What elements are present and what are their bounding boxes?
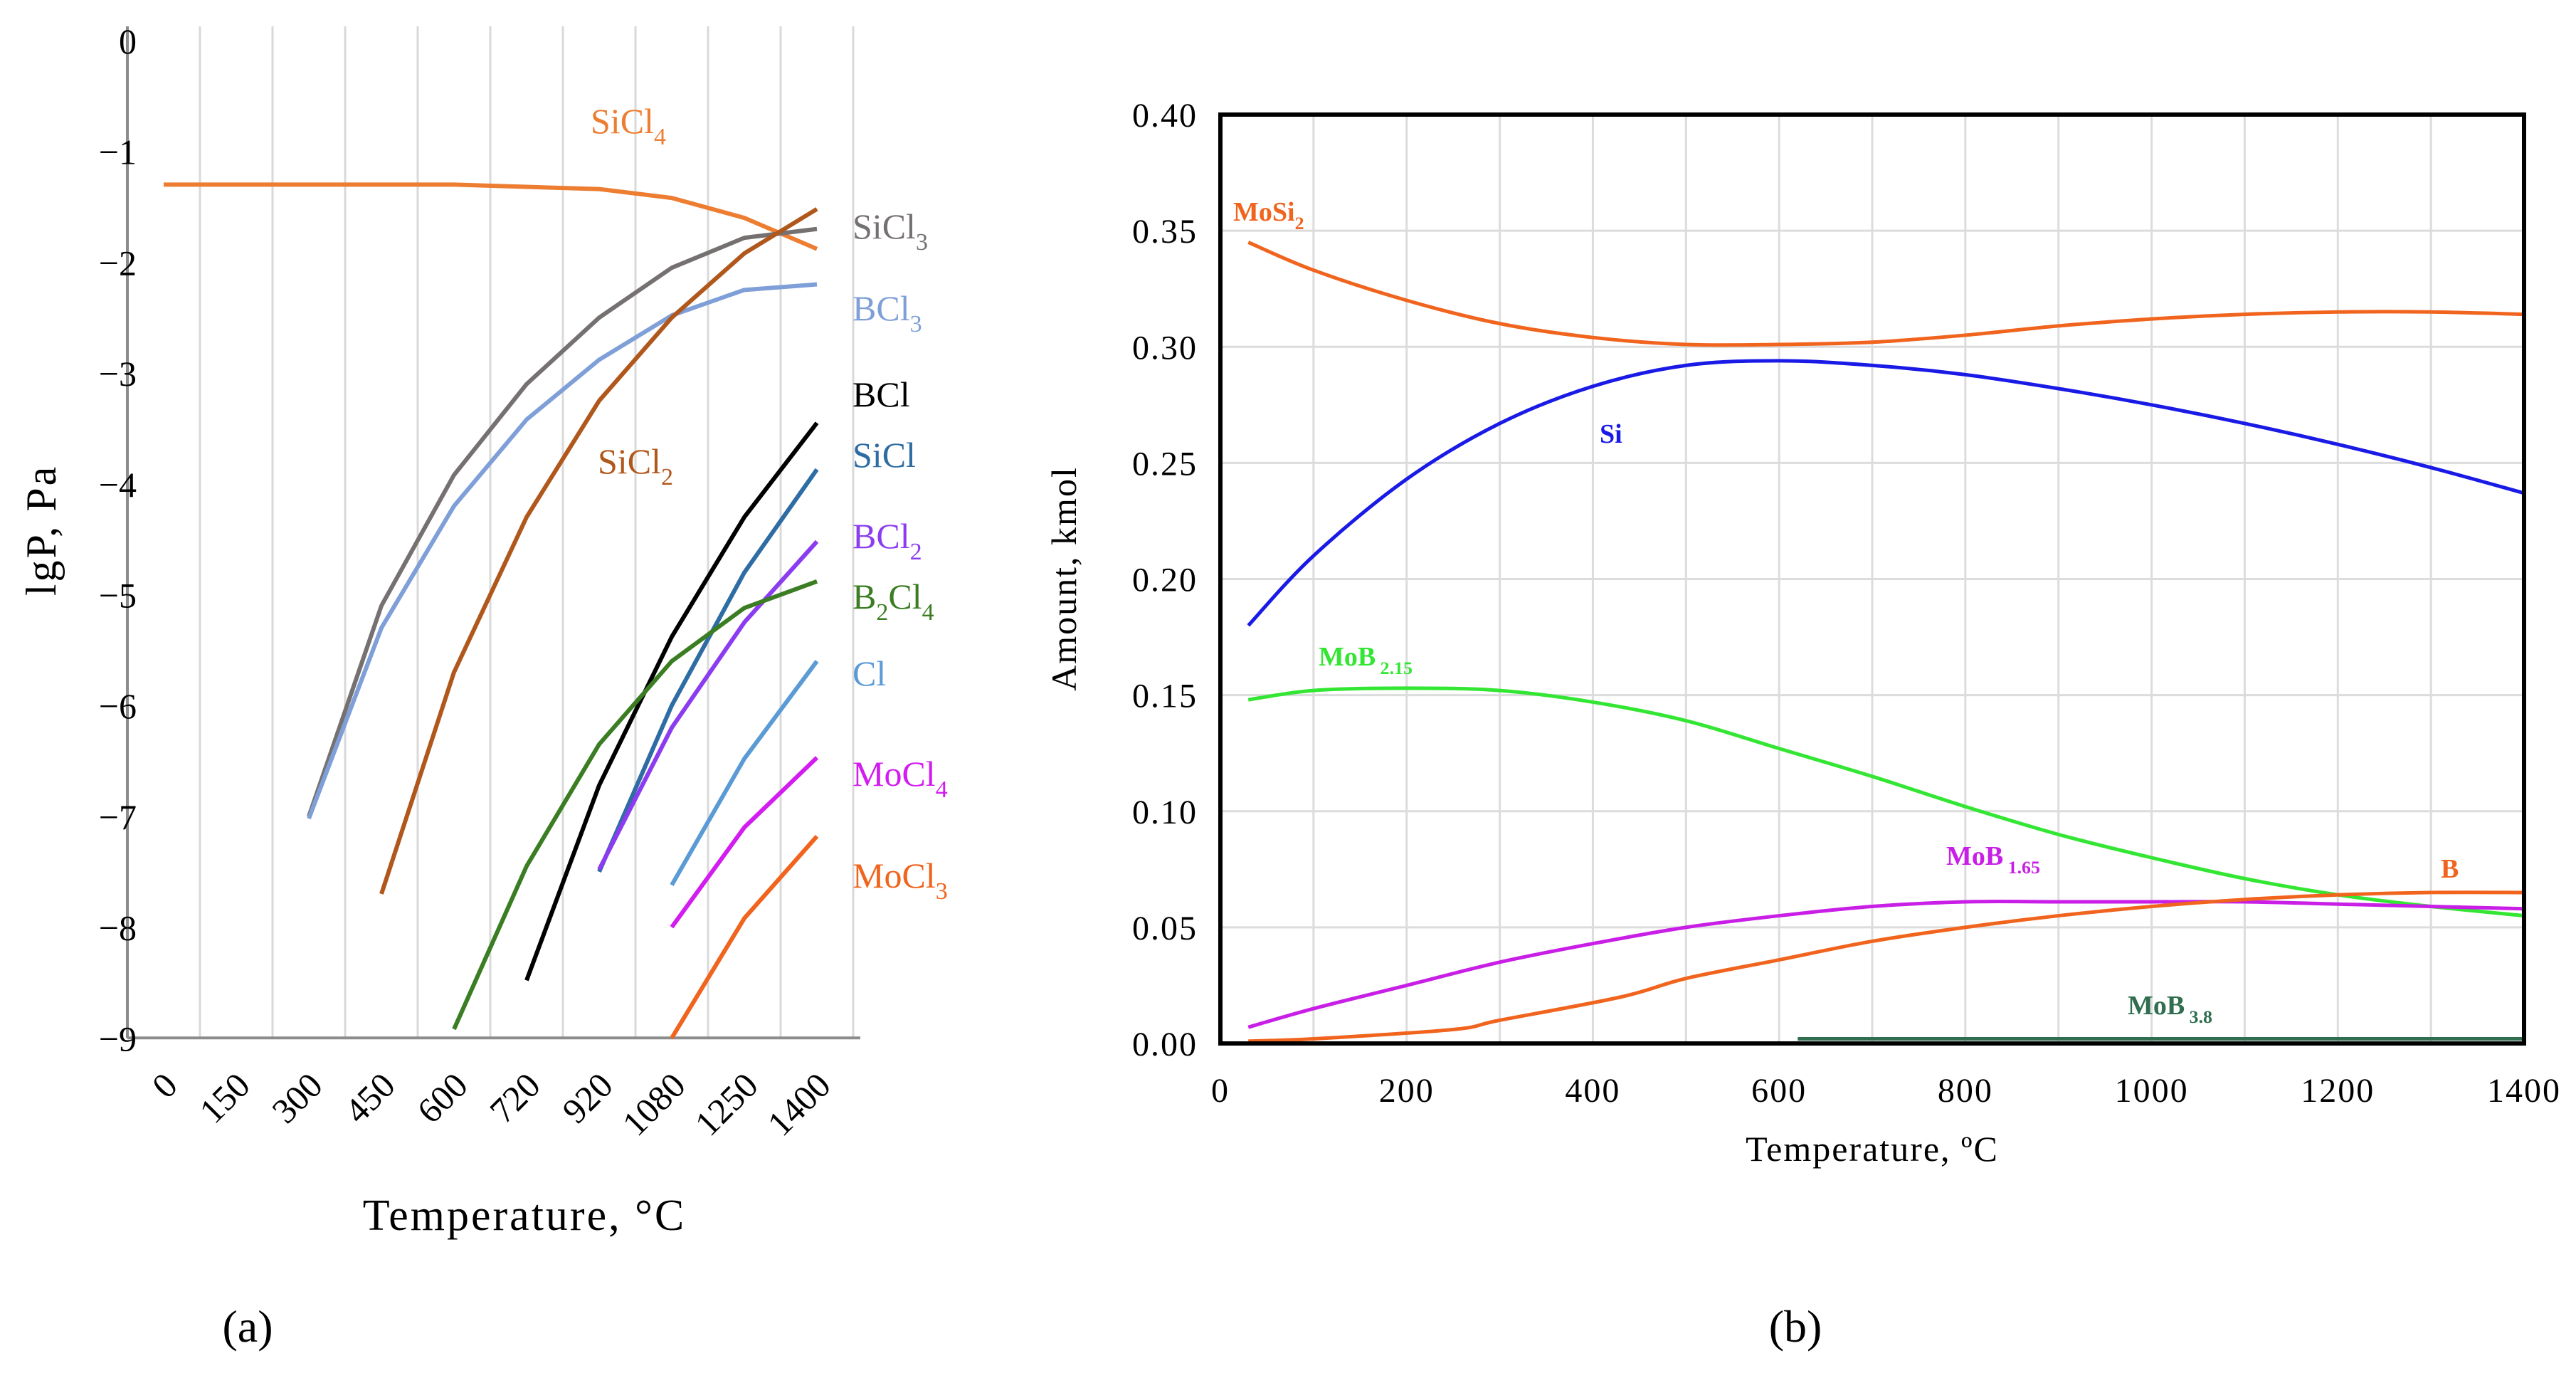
series-line-mob1-65 xyxy=(1247,900,2525,1029)
series-line-b2cl4 xyxy=(452,579,818,1031)
series-label-bcl: BCl xyxy=(852,374,910,414)
series-line-sicl3 xyxy=(307,226,818,817)
series-line-cl xyxy=(670,660,819,886)
series-label-mocl3: MoCl3 xyxy=(852,856,948,905)
chart-a-y-axis-title: lgP, Pa xyxy=(18,465,65,596)
chart-a-grid xyxy=(126,26,855,1038)
series-label-sicl: SiCl xyxy=(852,435,916,475)
series-line-mocl3 xyxy=(670,834,819,1039)
chart-a-y-tick-label: −2 xyxy=(99,243,137,283)
chart-b-y-tick-label: 0.00 xyxy=(1132,1026,1198,1063)
chart-a-y-tick-label: 0 xyxy=(119,21,137,61)
series-line-b xyxy=(1248,890,2525,1043)
chart-a-axes xyxy=(126,26,860,1040)
series-line-si xyxy=(1247,359,2525,627)
series-label-sicl3: SiCl3 xyxy=(852,206,928,256)
series-label-b: B xyxy=(2441,854,2459,884)
chart-b-x-tick-label: 200 xyxy=(1379,1072,1435,1110)
series-label-sicl4: SiCl4 xyxy=(591,101,666,150)
chart-a-y-tick-label: −1 xyxy=(99,132,137,172)
chart-a-x-tick-label: 1080 xyxy=(614,1065,692,1143)
chart-b-y-tick-label: 0.25 xyxy=(1132,445,1198,483)
chart-a-x-axis-title: Temperature, °C xyxy=(363,1191,687,1240)
chart-b-x-axis-title: Temperature, ºC xyxy=(1746,1129,1999,1169)
series-label-mosi2: MoSi2 xyxy=(1233,197,1304,233)
series-line-bcl2 xyxy=(597,540,819,871)
chart-a-y-tick-label: −9 xyxy=(99,1019,137,1058)
series-label-sicl2: SiCl2 xyxy=(598,441,673,490)
panel-label-b: (b) xyxy=(1769,1301,1822,1352)
chart-panel-a: 0−1−2−3−4−5−6−7−8−9 0 150 300 450 600 720 9201… xyxy=(18,21,948,1352)
series-label-bcl3: BCl3 xyxy=(852,288,922,337)
series-label-mob3-8: MoB 3.8 xyxy=(2128,991,2212,1027)
chart-b-x-tick-label: 1400 xyxy=(2487,1072,2561,1110)
chart-a-y-tick-label: −8 xyxy=(99,908,137,948)
chart-b-y-tick-label: 0.40 xyxy=(1132,97,1198,135)
chart-a-x-tick-label: 0 xyxy=(144,1065,185,1105)
series-line-sicl xyxy=(597,468,819,873)
chart-b-y-tick-label: 0.05 xyxy=(1132,910,1198,947)
chart-a-y-tick-label: −7 xyxy=(99,797,137,837)
chart-b-y-tick-label: 0.15 xyxy=(1132,678,1198,715)
series-label-mob2-15: MoB 2.15 xyxy=(1319,642,1413,678)
chart-b-x-tick-label: 1200 xyxy=(2301,1072,2375,1110)
chart-panel-b: 0.00 0.05 0.10 0.15 0.20 0.25 0.30 0.35 0.40 0 20… xyxy=(1044,97,2561,1352)
series-line-mosi2 xyxy=(1247,241,2525,347)
chart-a-y-tick-label: −5 xyxy=(99,576,137,616)
chart-b-x-tick-label: 800 xyxy=(1938,1072,1993,1110)
chart-a-x-tick-label: 150 xyxy=(191,1065,258,1131)
chart-a-y-tick-labels: 0 −1 −2 −3 −4 −5 −6 −7 −8 −9 xyxy=(99,21,137,1058)
chart-a-y-tick-label: −4 xyxy=(99,465,137,505)
series-line-sicl2 xyxy=(379,207,818,895)
chart-b-y-tick-label: 0.30 xyxy=(1132,329,1198,367)
chart-b-y-tick-label: 0.10 xyxy=(1132,794,1198,831)
chart-a-x-tick-label: 300 xyxy=(264,1065,330,1131)
chart-a-x-tick-label: 450 xyxy=(337,1065,403,1131)
chart-a-x-tick-label: 920 xyxy=(554,1065,621,1131)
chart-a-series-labels: SiCl4 SiCl3 BCl3 SiCl2 BCl SiCl BCl2 B2Cl4 Cl MoC… xyxy=(591,101,948,905)
chart-b-x-tick-label: 0 xyxy=(1211,1072,1230,1110)
panel-label-a: (a) xyxy=(222,1301,273,1352)
chart-b-x-tick-label: 1000 xyxy=(2115,1072,2189,1110)
chart-a-x-tick-label: 1250 xyxy=(687,1065,765,1143)
series-label-cl: Cl xyxy=(852,653,886,693)
chart-a-y-tick-label: −3 xyxy=(99,354,137,394)
chart-a-x-tick-label: 600 xyxy=(409,1065,475,1131)
chart-b-y-tick-label: 0.35 xyxy=(1132,213,1198,251)
series-label-bcl2: BCl2 xyxy=(852,516,922,565)
chart-b-x-tick-label: 600 xyxy=(1751,1072,1807,1110)
chart-b-plot-frame xyxy=(1218,112,2526,1046)
chart-b-series xyxy=(1247,241,2525,1043)
series-label-mob1-65: MoB 1.65 xyxy=(1946,841,2040,878)
series-line-bcl xyxy=(524,421,819,982)
chart-a-x-tick-label: 1400 xyxy=(759,1065,838,1143)
chart-b-y-tick-label: 0.20 xyxy=(1132,562,1198,599)
series-line-mocl4 xyxy=(670,756,819,929)
chart-a-x-tick-label: 720 xyxy=(482,1065,548,1131)
series-line-sicl4 xyxy=(164,182,818,251)
series-label-si: Si xyxy=(1600,419,1622,449)
chart-a-y-tick-label: −6 xyxy=(99,686,137,726)
chart-b-series-labels: MoSi2 Si MoB 2.15 MoB 1.65 B MoB 3.8 xyxy=(1233,197,2459,1027)
series-label-b2cl4: B2Cl4 xyxy=(852,577,934,626)
chart-a-series xyxy=(164,182,819,1039)
series-line-mob2-15 xyxy=(1247,686,2525,918)
chart-b-y-axis-title: Amount, kmol xyxy=(1044,466,1084,691)
chart-b-x-tick-labels: 0 200 400 600 800 1000 1200 1400 xyxy=(1211,1072,2561,1110)
series-label-mocl4: MoCl4 xyxy=(852,754,948,803)
chart-b-x-tick-label: 400 xyxy=(1565,1072,1620,1110)
series-line-bcl3 xyxy=(307,282,818,820)
chart-b-y-tick-labels: 0.00 0.05 0.10 0.15 0.20 0.25 0.30 0.35 0.40 xyxy=(1132,97,1198,1063)
